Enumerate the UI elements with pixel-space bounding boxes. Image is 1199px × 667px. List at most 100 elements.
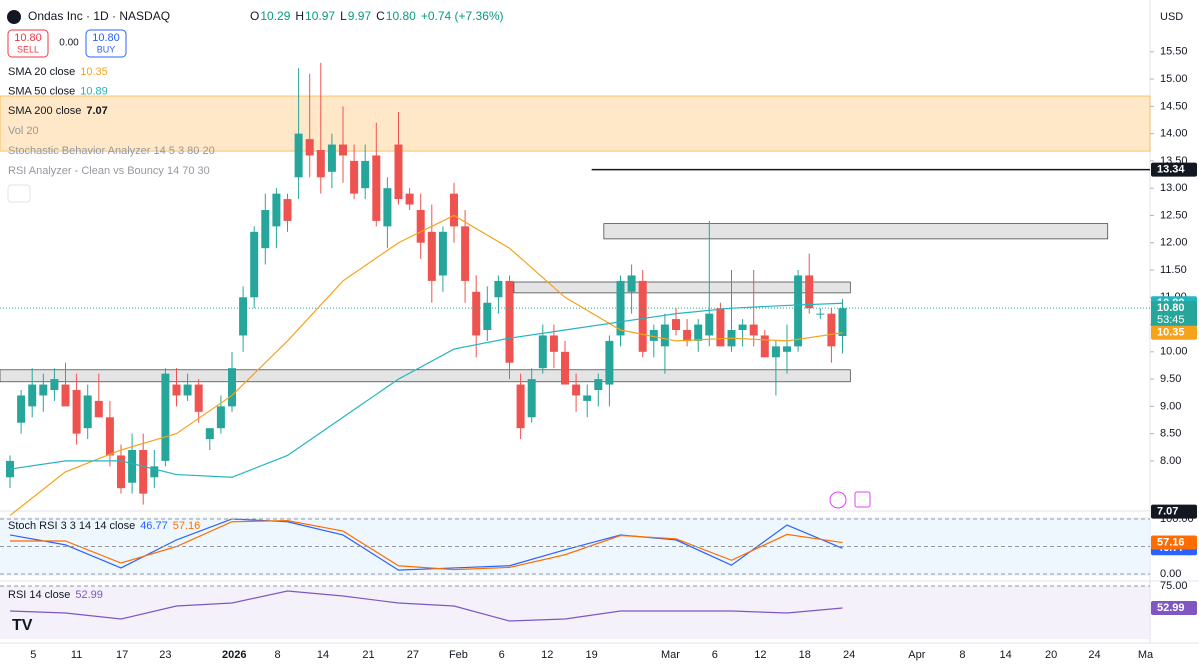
legend-value: 10.35 [80, 66, 108, 78]
x-tick-label: Feb [449, 649, 468, 661]
candle-body [383, 188, 392, 227]
candle-body [572, 384, 581, 396]
legend-value: 10.89 [80, 85, 108, 97]
candle-body [716, 308, 725, 347]
candle-body [816, 313, 825, 315]
y-tick-label: 0.00 [1160, 568, 1181, 580]
price-tag-label: 10.80 [1157, 302, 1185, 314]
indicator-line [9, 214, 843, 516]
candle-body [583, 395, 592, 401]
sell-label: SELL [17, 44, 39, 54]
candle-body [361, 160, 370, 189]
legend-value: 7.07 [86, 105, 107, 117]
candle-body [261, 210, 270, 249]
x-tick-label: 12 [541, 649, 553, 661]
candle-body [339, 144, 347, 156]
tv-logo: TV [12, 617, 33, 634]
candle-body [683, 330, 692, 341]
buy-button[interactable] [85, 29, 127, 58]
candle-body [483, 302, 492, 330]
quote-label: C [376, 9, 385, 23]
zone [603, 223, 1109, 240]
indicator-line [9, 302, 843, 478]
x-tick-label: 6 [499, 649, 505, 661]
x-tick-label: 23 [159, 649, 171, 661]
y-tick-label: 13.00 [1160, 182, 1188, 194]
quote-label: O [250, 9, 259, 23]
candle-body [194, 384, 203, 412]
candle-body [172, 384, 181, 396]
candle-body [638, 280, 647, 352]
candle-body [50, 379, 59, 390]
x-tick-label: 14 [317, 649, 329, 661]
candle-body [305, 139, 314, 156]
candle-body [827, 313, 836, 347]
candle-body [61, 384, 70, 407]
candle-body [749, 324, 758, 336]
candle-body [117, 455, 125, 489]
x-tick-label: 6 [712, 649, 718, 661]
candle-body [17, 395, 26, 423]
y-tick-label: 100.00 [1160, 513, 1194, 525]
candle-body [316, 150, 325, 178]
sell-button[interactable] [7, 29, 49, 58]
collapse-button[interactable] [7, 184, 31, 203]
price-tag [1151, 301, 1197, 328]
legend-value: 52.99 [75, 589, 103, 601]
earnings-icon[interactable] [854, 491, 871, 508]
price-tag [1151, 504, 1197, 519]
x-tick-label: 12 [754, 649, 766, 661]
legend-value: 57.16 [173, 520, 201, 532]
price-tag [1151, 535, 1197, 550]
candle-body [94, 400, 103, 418]
x-tick-label: 21 [362, 649, 374, 661]
candle-body [805, 275, 814, 309]
candle-body [538, 335, 547, 369]
candle-body [760, 335, 769, 358]
quote-value: 9.97 [348, 9, 372, 23]
indicator-line [10, 520, 843, 571]
y-tick-label: 14.50 [1160, 100, 1188, 112]
candle-body [416, 210, 425, 243]
y-tick-label: 8.00 [1160, 455, 1181, 467]
candle-body [405, 193, 414, 205]
x-tick-label: 20 [1045, 649, 1057, 661]
x-tick-label: 8 [274, 649, 280, 661]
quote-label: L [340, 9, 347, 23]
x-tick-label: 8 [959, 649, 965, 661]
x-tick-label: 24 [843, 649, 855, 661]
y-tick-label: 9.50 [1160, 373, 1181, 385]
x-tick-label: 18 [799, 649, 811, 661]
candle-body [605, 340, 614, 385]
price-tag-label: 10.35 [1157, 327, 1185, 339]
candle-body [594, 379, 603, 390]
y-tick-label: 11.50 [1160, 264, 1187, 276]
candle-body [705, 313, 714, 336]
price-tag [1151, 601, 1197, 616]
indicator-line [9, 518, 843, 571]
candle-body [427, 231, 436, 281]
candle-body [183, 384, 192, 396]
candle-body [327, 144, 336, 172]
currency: USD [1160, 11, 1183, 23]
buy-label: BUY [97, 44, 116, 54]
candle-body [438, 231, 447, 276]
sell-price: 10.80 [14, 32, 42, 44]
indicator-name: Stochastic Behavior Analyzer 14 5 3 80 2… [8, 145, 215, 157]
candle-body [283, 199, 292, 221]
indicator-name: Vol 20 [8, 125, 39, 137]
candle-body [838, 308, 847, 336]
quote-value: 10.29 [260, 9, 290, 23]
y-tick-label: 9.00 [1160, 400, 1181, 412]
candle-body [549, 335, 558, 352]
candle-body [272, 193, 281, 227]
buy-price: 10.80 [92, 32, 120, 44]
countdown: 53:45 [1157, 314, 1185, 326]
event-icon[interactable] [829, 491, 847, 509]
price-tag-label: 52.99 [1157, 602, 1185, 614]
candle-body [372, 155, 381, 221]
candle-body [83, 395, 92, 429]
candle-body [561, 351, 569, 385]
candle-body [616, 280, 625, 336]
price-tag [1151, 325, 1197, 340]
